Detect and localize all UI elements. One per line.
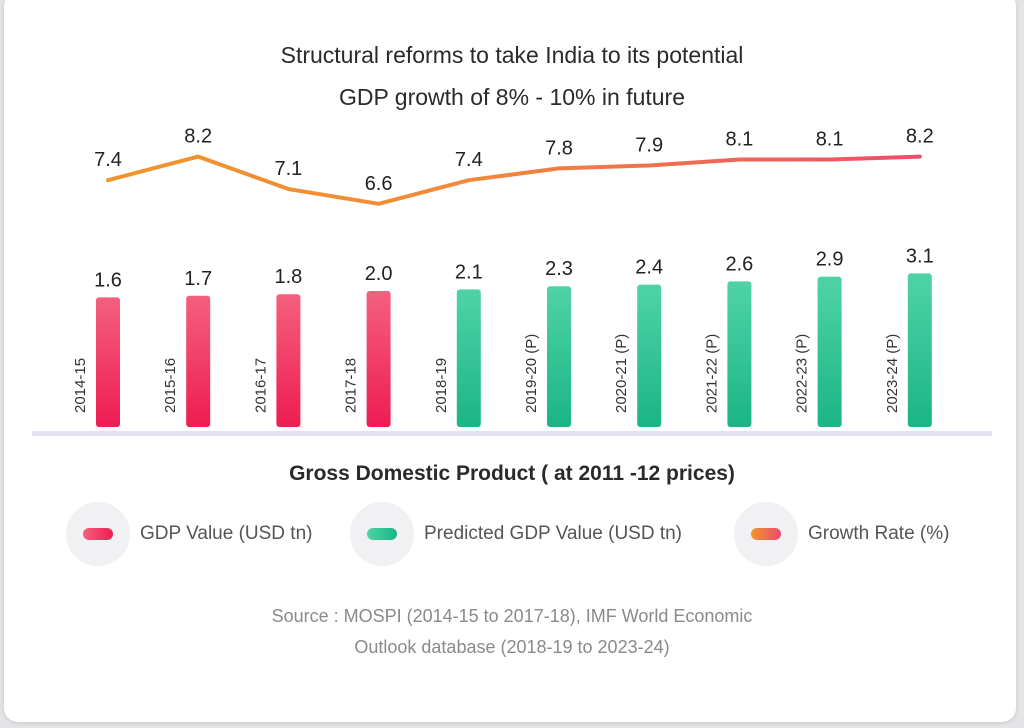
category-tick-label: 2018-19 [433, 358, 450, 413]
category-tick-label: 2021-22 (P) [703, 334, 720, 413]
category-tick-label: 2015-16 [162, 358, 179, 413]
gdp-value-bar [186, 295, 211, 427]
chart-title-line-1: Structural reforms to take India to its … [280, 42, 744, 68]
bar-value-label: 2.9 [816, 249, 844, 271]
growth-rate-line [106, 154, 922, 206]
x-axis-baseline [32, 431, 992, 436]
growth-rate-value-label: 7.4 [455, 149, 483, 171]
category-tick-label: 2014-15 [72, 358, 89, 413]
predicted-gdp-bar [547, 286, 571, 427]
bar-value-label: 2.1 [455, 261, 483, 283]
growth-rate-value-label: 8.2 [906, 126, 934, 148]
growth-rate-value-label: 8.1 [816, 129, 844, 151]
bar-value-label: 1.8 [274, 266, 302, 288]
chart-title-line-2: GDP growth of 8% - 10% in future [338, 84, 686, 110]
predicted-gdp-bar [637, 284, 662, 427]
bar-value-label: 1.7 [184, 268, 212, 290]
gdp-chart: 1.6 2014-15 7.4 1.7 2015-16 8.2 1.8 2016-17 7.1 2… [32, 126, 992, 436]
bar-value-label: 3.1 [906, 245, 934, 267]
category-tick-label: 2020-21 (P) [613, 334, 630, 413]
legend-swatch-bg [66, 502, 130, 566]
bar-value-label: 2.0 [365, 263, 393, 285]
growth-rate-swatch-icon [751, 528, 781, 540]
growth-rate-value-label: 7.8 [545, 137, 573, 159]
category-tick-label: 2016-17 [252, 358, 269, 413]
bar-value-label: 2.4 [635, 257, 663, 279]
predicted-gdp-bar [456, 289, 481, 427]
chart-card [4, 0, 1016, 722]
gdp-value-swatch-icon [83, 528, 113, 540]
gdp-value-bar [276, 294, 301, 427]
growth-rate-value-label: 6.6 [365, 173, 393, 195]
gdp-value-bar [96, 297, 120, 427]
legend-swatch-bg [350, 502, 414, 566]
legend-label: GDP Value (USD tn) [140, 523, 313, 544]
gdp-value-bar [366, 291, 391, 427]
legend-label: Growth Rate (%) [808, 523, 950, 544]
growth-rate-value-label: 7.4 [94, 149, 122, 171]
source-note-line-2: Outlook database (2018-19 to 2023-24) [354, 637, 670, 657]
predicted-gdp-bar [907, 273, 932, 427]
bar-value-label: 2.6 [725, 253, 753, 275]
predicted-gdp-bar [817, 276, 842, 427]
growth-rate-value-label: 8.1 [725, 129, 753, 151]
bar-value-label: 1.6 [94, 269, 122, 291]
category-tick-label: 2022-23 (P) [794, 334, 811, 413]
category-tick-label: 2019-20 (P) [523, 334, 540, 413]
predicted-gdp-bar [727, 281, 752, 427]
category-tick-label: 2023-24 (P) [884, 334, 901, 413]
x-axis-label: Gross Domestic Product ( at 2011 -12 pri… [289, 462, 735, 485]
predicted-gdp-swatch-icon [367, 528, 397, 540]
source-note-line-1: Source : MOSPI (2014-15 to 2017-18), IMF… [271, 606, 753, 626]
growth-rate-value-label: 7.1 [274, 158, 302, 180]
category-tick-label: 2017-18 [343, 358, 360, 413]
legend-swatch-bg [734, 502, 798, 566]
growth-rate-value-label: 8.2 [184, 126, 212, 148]
bar-value-label: 2.3 [545, 258, 573, 280]
legend-label: Predicted GDP Value (USD tn) [424, 523, 683, 544]
growth-rate-value-label: 7.9 [635, 134, 663, 156]
